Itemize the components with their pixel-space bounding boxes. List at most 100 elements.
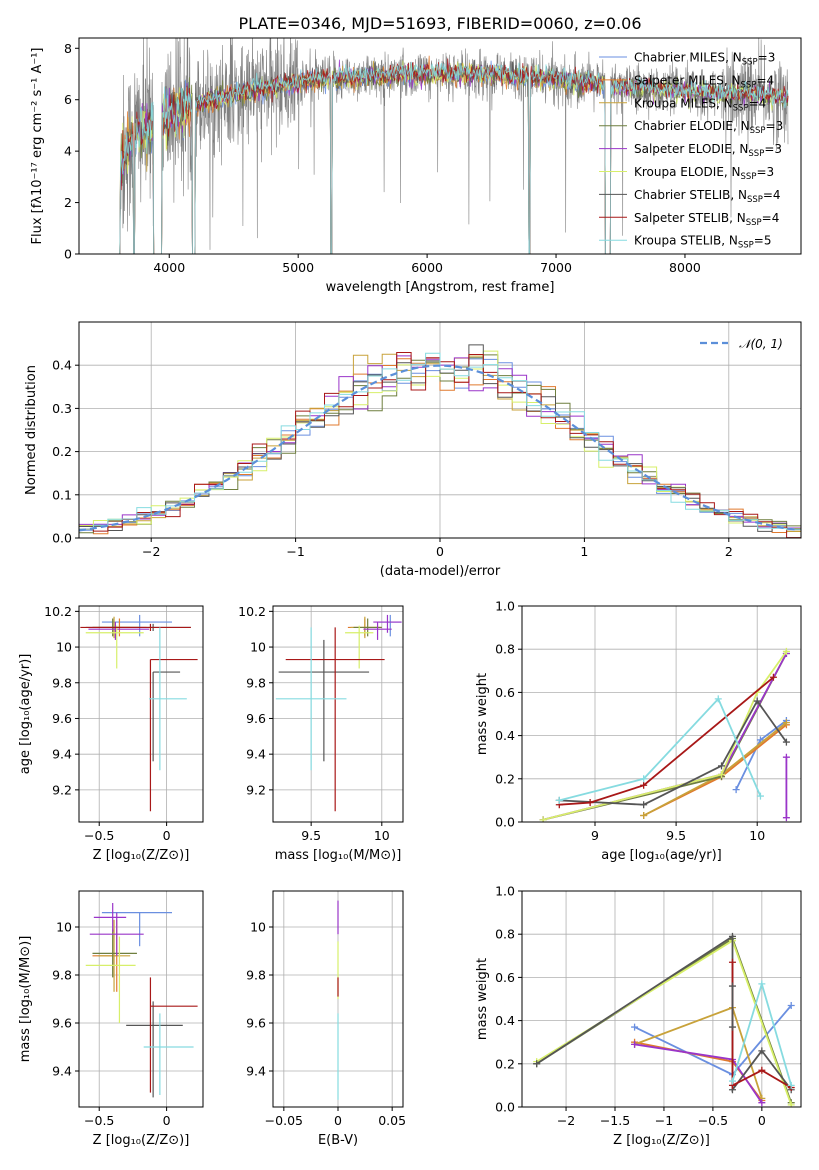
panel-age-vs-Z: −0.5 0 9.2 9.4 9.6 9.8 10 10.2 Z [log₁₀(Z/Z⊙)] ag… <box>18 604 204 863</box>
x-axis-label: age [log₁₀(age/yr)] <box>601 848 722 863</box>
data-point <box>758 1066 766 1074</box>
y-tick-label: 0.1 <box>52 487 72 502</box>
error-bar <box>149 658 198 812</box>
legend-label: Salpeter STELIB, NSSP=4 <box>634 211 779 228</box>
y-axis-label: mass weight <box>475 673 490 755</box>
axes-frame <box>78 890 204 1108</box>
series-line <box>634 1006 763 1099</box>
normal-curve <box>79 364 799 532</box>
y-tick-label: 0.0 <box>52 531 72 546</box>
y-tick-label: 0.8 <box>495 642 515 657</box>
data-point <box>782 738 790 746</box>
data-point <box>758 1047 766 1055</box>
data-point <box>718 762 726 770</box>
x-axis-label: Z [log₁₀(Z/Z⊙)] <box>93 848 190 863</box>
x-tick-label: 0 <box>436 544 444 559</box>
x-tick-label: 0 <box>163 828 171 843</box>
data-point <box>728 932 736 940</box>
panel-mass-vs-EBV: −0.05 0 0.05 9.4 9.6 9.8 10 E(B-V) <box>246 890 406 1148</box>
y-tick-label: 9.4 <box>246 747 266 762</box>
y-tick-label: 0.3 <box>52 401 72 416</box>
axes-frame <box>521 890 802 1108</box>
axes-frame <box>272 605 404 823</box>
data-point <box>631 1023 639 1031</box>
y-tick-label: 9.8 <box>246 968 266 983</box>
x-tick-label: −2 <box>142 544 160 559</box>
x-tick-label: 0 <box>334 1113 342 1128</box>
data-spectrum-line <box>119 38 789 254</box>
data-point <box>782 753 790 761</box>
y-tick-label: 8 <box>64 41 72 56</box>
error-bar <box>378 614 402 637</box>
error-bar <box>126 1001 183 1098</box>
error-bar <box>97 919 131 992</box>
error-bar <box>85 625 144 669</box>
y-tick-label: 6 <box>64 92 72 107</box>
data-point <box>539 816 547 822</box>
panel-age-vs-mass: 9.5 10 9.2 9.4 9.6 9.8 10 10.2 mass [log₁₀(M/M⊙)… <box>238 604 404 863</box>
y-axis-label: age [log₁₀(age/yr)] <box>18 654 33 775</box>
data-point <box>631 1040 639 1048</box>
legend-label: Kroupa ELODIE, NSSP=3 <box>634 165 774 182</box>
data-point <box>756 792 764 800</box>
y-tick-label: 10 <box>56 920 72 935</box>
chart-title: PLATE=0346, MJD=51693, FIBERID=0060, z=0… <box>238 14 641 33</box>
x-tick-label: 1 <box>580 544 588 559</box>
plot-area <box>522 891 801 1107</box>
x-axis-label: E(B-V) <box>318 1133 358 1148</box>
y-tick-label: 9.4 <box>52 747 72 762</box>
x-axis-label: (data-model)/error <box>380 564 501 579</box>
y-tick-label: 0.2 <box>495 771 515 786</box>
histogram-step <box>79 352 801 538</box>
legend-label: Kroupa STELIB, NSSP=5 <box>634 234 772 251</box>
data-point <box>728 958 736 966</box>
plot-area <box>79 322 801 538</box>
y-tick-label: 9.8 <box>52 968 72 983</box>
y-tick-label: 10.2 <box>238 604 266 619</box>
y-tick-label: 0.0 <box>495 1100 515 1115</box>
y-axis-label: mass [log₁₀(M/M⊙)] <box>18 936 33 1063</box>
x-tick-label: 8000 <box>669 260 701 275</box>
legend-label: 𝒩(0, 1) <box>739 337 783 351</box>
data-point <box>782 719 790 727</box>
x-tick-label: 5000 <box>282 260 314 275</box>
legend-label: Chabrier ELODIE, NSSP=3 <box>634 119 783 136</box>
error-bar <box>85 936 136 1023</box>
y-tick-label: 10 <box>250 920 266 935</box>
error-bar <box>93 903 127 932</box>
x-tick-label: −1.5 <box>600 1113 630 1128</box>
panel-residuals: −2 −1 0 1 2 0.0 0.1 0.2 0.3 0.4 (data-model)/error… <box>24 321 802 579</box>
y-tick-label: 0.0 <box>495 815 515 830</box>
axes-frame <box>78 37 802 255</box>
x-tick-label: −0.5 <box>84 1113 114 1128</box>
data-point <box>753 697 761 705</box>
y-tick-label: 0.4 <box>52 358 72 373</box>
plot-area <box>522 606 801 822</box>
x-tick-label: 0.05 <box>378 1113 406 1128</box>
y-axis-label: Flux [fλ10⁻¹⁷ erg cm⁻² s⁻¹ A⁻¹] <box>30 48 45 245</box>
y-tick-label: 0.2 <box>495 1056 515 1071</box>
data-point <box>640 801 648 809</box>
x-tick-label: −2 <box>557 1113 575 1128</box>
y-tick-label: 0.8 <box>495 927 515 942</box>
x-tick-label: 0 <box>758 1113 766 1128</box>
y-tick-label: 10 <box>56 640 72 655</box>
data-point <box>718 770 726 778</box>
x-tick-label: 6000 <box>411 260 443 275</box>
y-axis-label: mass weight <box>475 958 490 1040</box>
x-tick-label: −0.5 <box>84 828 114 843</box>
error-bar <box>143 1013 194 1095</box>
x-tick-label: 4000 <box>153 260 185 275</box>
data-point <box>533 1060 541 1068</box>
error-bar <box>278 639 370 762</box>
data-point <box>728 1023 736 1031</box>
legend-label: Kroupa MILES, NSSP=4 <box>634 96 766 113</box>
x-tick-label: 9 <box>591 828 599 843</box>
y-tick-label: 9.2 <box>52 782 72 797</box>
y-tick-label: 9.8 <box>246 675 266 690</box>
x-tick-label: 2 <box>725 544 733 559</box>
y-tick-label: 9.2 <box>246 782 266 797</box>
y-tick-label: 0.6 <box>495 970 515 985</box>
error-bar <box>152 671 181 762</box>
